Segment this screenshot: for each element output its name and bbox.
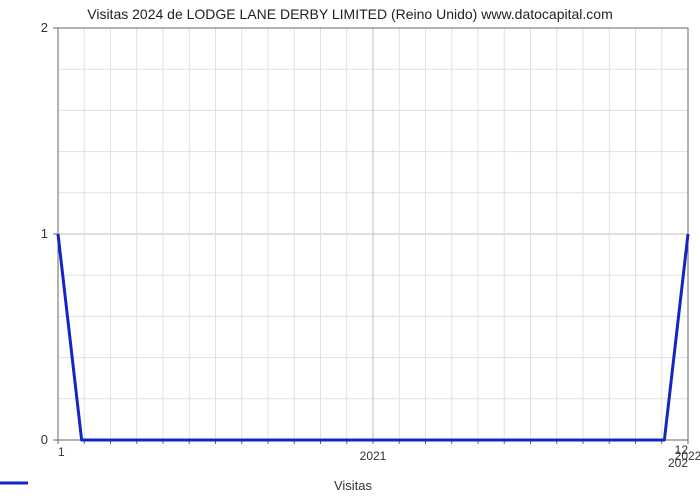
legend-label: Visitas [334, 478, 372, 493]
svg-text:2: 2 [41, 20, 48, 35]
svg-text:2021: 2021 [360, 449, 387, 463]
svg-text:0: 0 [41, 432, 48, 447]
svg-text:202: 202 [668, 456, 688, 470]
svg-text:1: 1 [41, 226, 48, 241]
svg-text:12: 12 [675, 443, 689, 457]
chart-canvas: 01220212022112202 [0, 0, 700, 500]
legend: Visitas [0, 478, 700, 493]
svg-text:1: 1 [58, 445, 65, 459]
